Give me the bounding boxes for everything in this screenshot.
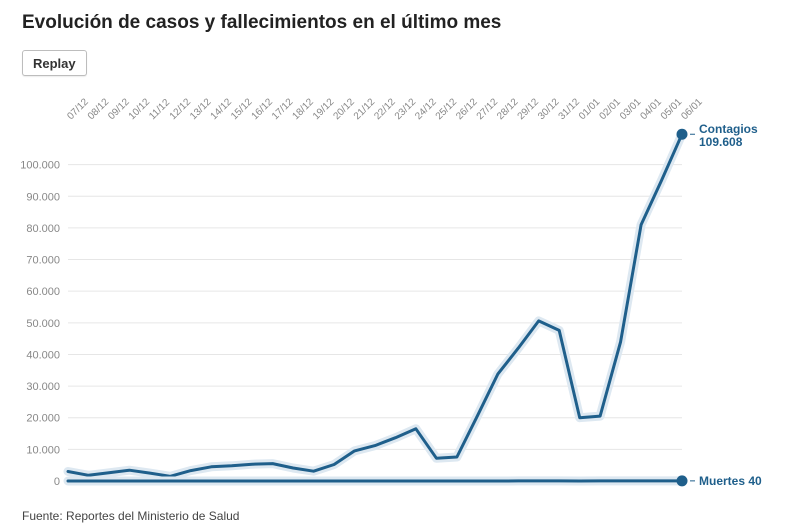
- replay-button[interactable]: Replay: [22, 50, 87, 76]
- x-axis-ticks: 07/1208/1209/1210/1211/1212/1213/1214/12…: [65, 96, 705, 122]
- end-label-name: Muertes 40: [699, 474, 762, 488]
- x-tick-label: 21/12: [352, 96, 378, 122]
- y-axis-ticks: 0 10.000 20.000 30.000 40.000 50.000 60.000 70.…: [20, 160, 60, 488]
- end-label-name: Contagios: [699, 122, 758, 136]
- y-tick-label: 20.000: [26, 413, 60, 425]
- x-tick-label: 08/12: [86, 96, 112, 122]
- x-tick-label: 18/12: [290, 96, 316, 122]
- x-tick-label: 03/01: [618, 96, 644, 122]
- y-tick-label: 60.000: [26, 286, 60, 298]
- x-tick-label: 19/12: [311, 96, 337, 122]
- series-lines: [63, 128, 688, 487]
- x-tick-label: 07/12: [65, 96, 91, 122]
- x-tick-label: 06/01: [679, 96, 705, 122]
- y-tick-label: 100.000: [20, 160, 60, 172]
- x-tick-label: 09/12: [106, 96, 132, 122]
- x-tick-label: 25/12: [434, 96, 460, 122]
- x-tick-label: 28/12: [495, 96, 521, 122]
- x-tick-label: 22/12: [372, 96, 398, 122]
- x-tick-label: 05/01: [659, 96, 685, 122]
- x-tick-label: 30/12: [536, 96, 562, 122]
- end-point-muertes: [676, 475, 688, 487]
- y-tick-label: 10.000: [26, 444, 60, 456]
- series-halo: [63, 129, 687, 481]
- x-tick-label: 27/12: [475, 96, 501, 122]
- x-tick-label: 16/12: [250, 96, 276, 122]
- source-note: Fuente: Reportes del Ministerio de Salud: [22, 509, 240, 523]
- x-tick-label: 23/12: [393, 96, 419, 122]
- end-point-contagios: [676, 128, 688, 140]
- y-tick-label: 50.000: [26, 318, 60, 330]
- y-tick-label: 70.000: [26, 255, 60, 267]
- y-tick-label: 0: [54, 476, 60, 488]
- x-tick-label: 24/12: [413, 96, 439, 122]
- y-tick-label: 90.000: [26, 191, 60, 203]
- x-tick-label: 01/01: [577, 96, 603, 122]
- y-tick-label: 30.000: [26, 381, 60, 393]
- x-tick-label: 04/01: [638, 96, 664, 122]
- end-label-value: 109.608: [699, 135, 743, 149]
- x-tick-label: 15/12: [229, 96, 255, 122]
- x-tick-label: 12/12: [168, 96, 194, 122]
- x-tick-label: 11/12: [147, 97, 172, 122]
- x-tick-label: 02/01: [597, 96, 623, 122]
- x-tick-label: 10/12: [127, 96, 153, 122]
- y-tick-label: 80.000: [26, 223, 60, 235]
- x-tick-label: 20/12: [331, 96, 357, 122]
- x-tick-label: 29/12: [516, 96, 542, 122]
- grid-lines: [68, 164, 682, 482]
- series-line-contagios: [66, 132, 684, 478]
- y-tick-label: 40.000: [26, 349, 60, 361]
- x-tick-label: 31/12: [557, 96, 583, 122]
- chart-title: Evolución de casos y fallecimientos en e…: [22, 12, 502, 33]
- x-tick-label: 26/12: [454, 96, 480, 122]
- x-tick-label: 17/12: [270, 96, 296, 122]
- x-tick-label: 14/12: [209, 96, 235, 122]
- x-tick-label: 13/12: [188, 96, 214, 122]
